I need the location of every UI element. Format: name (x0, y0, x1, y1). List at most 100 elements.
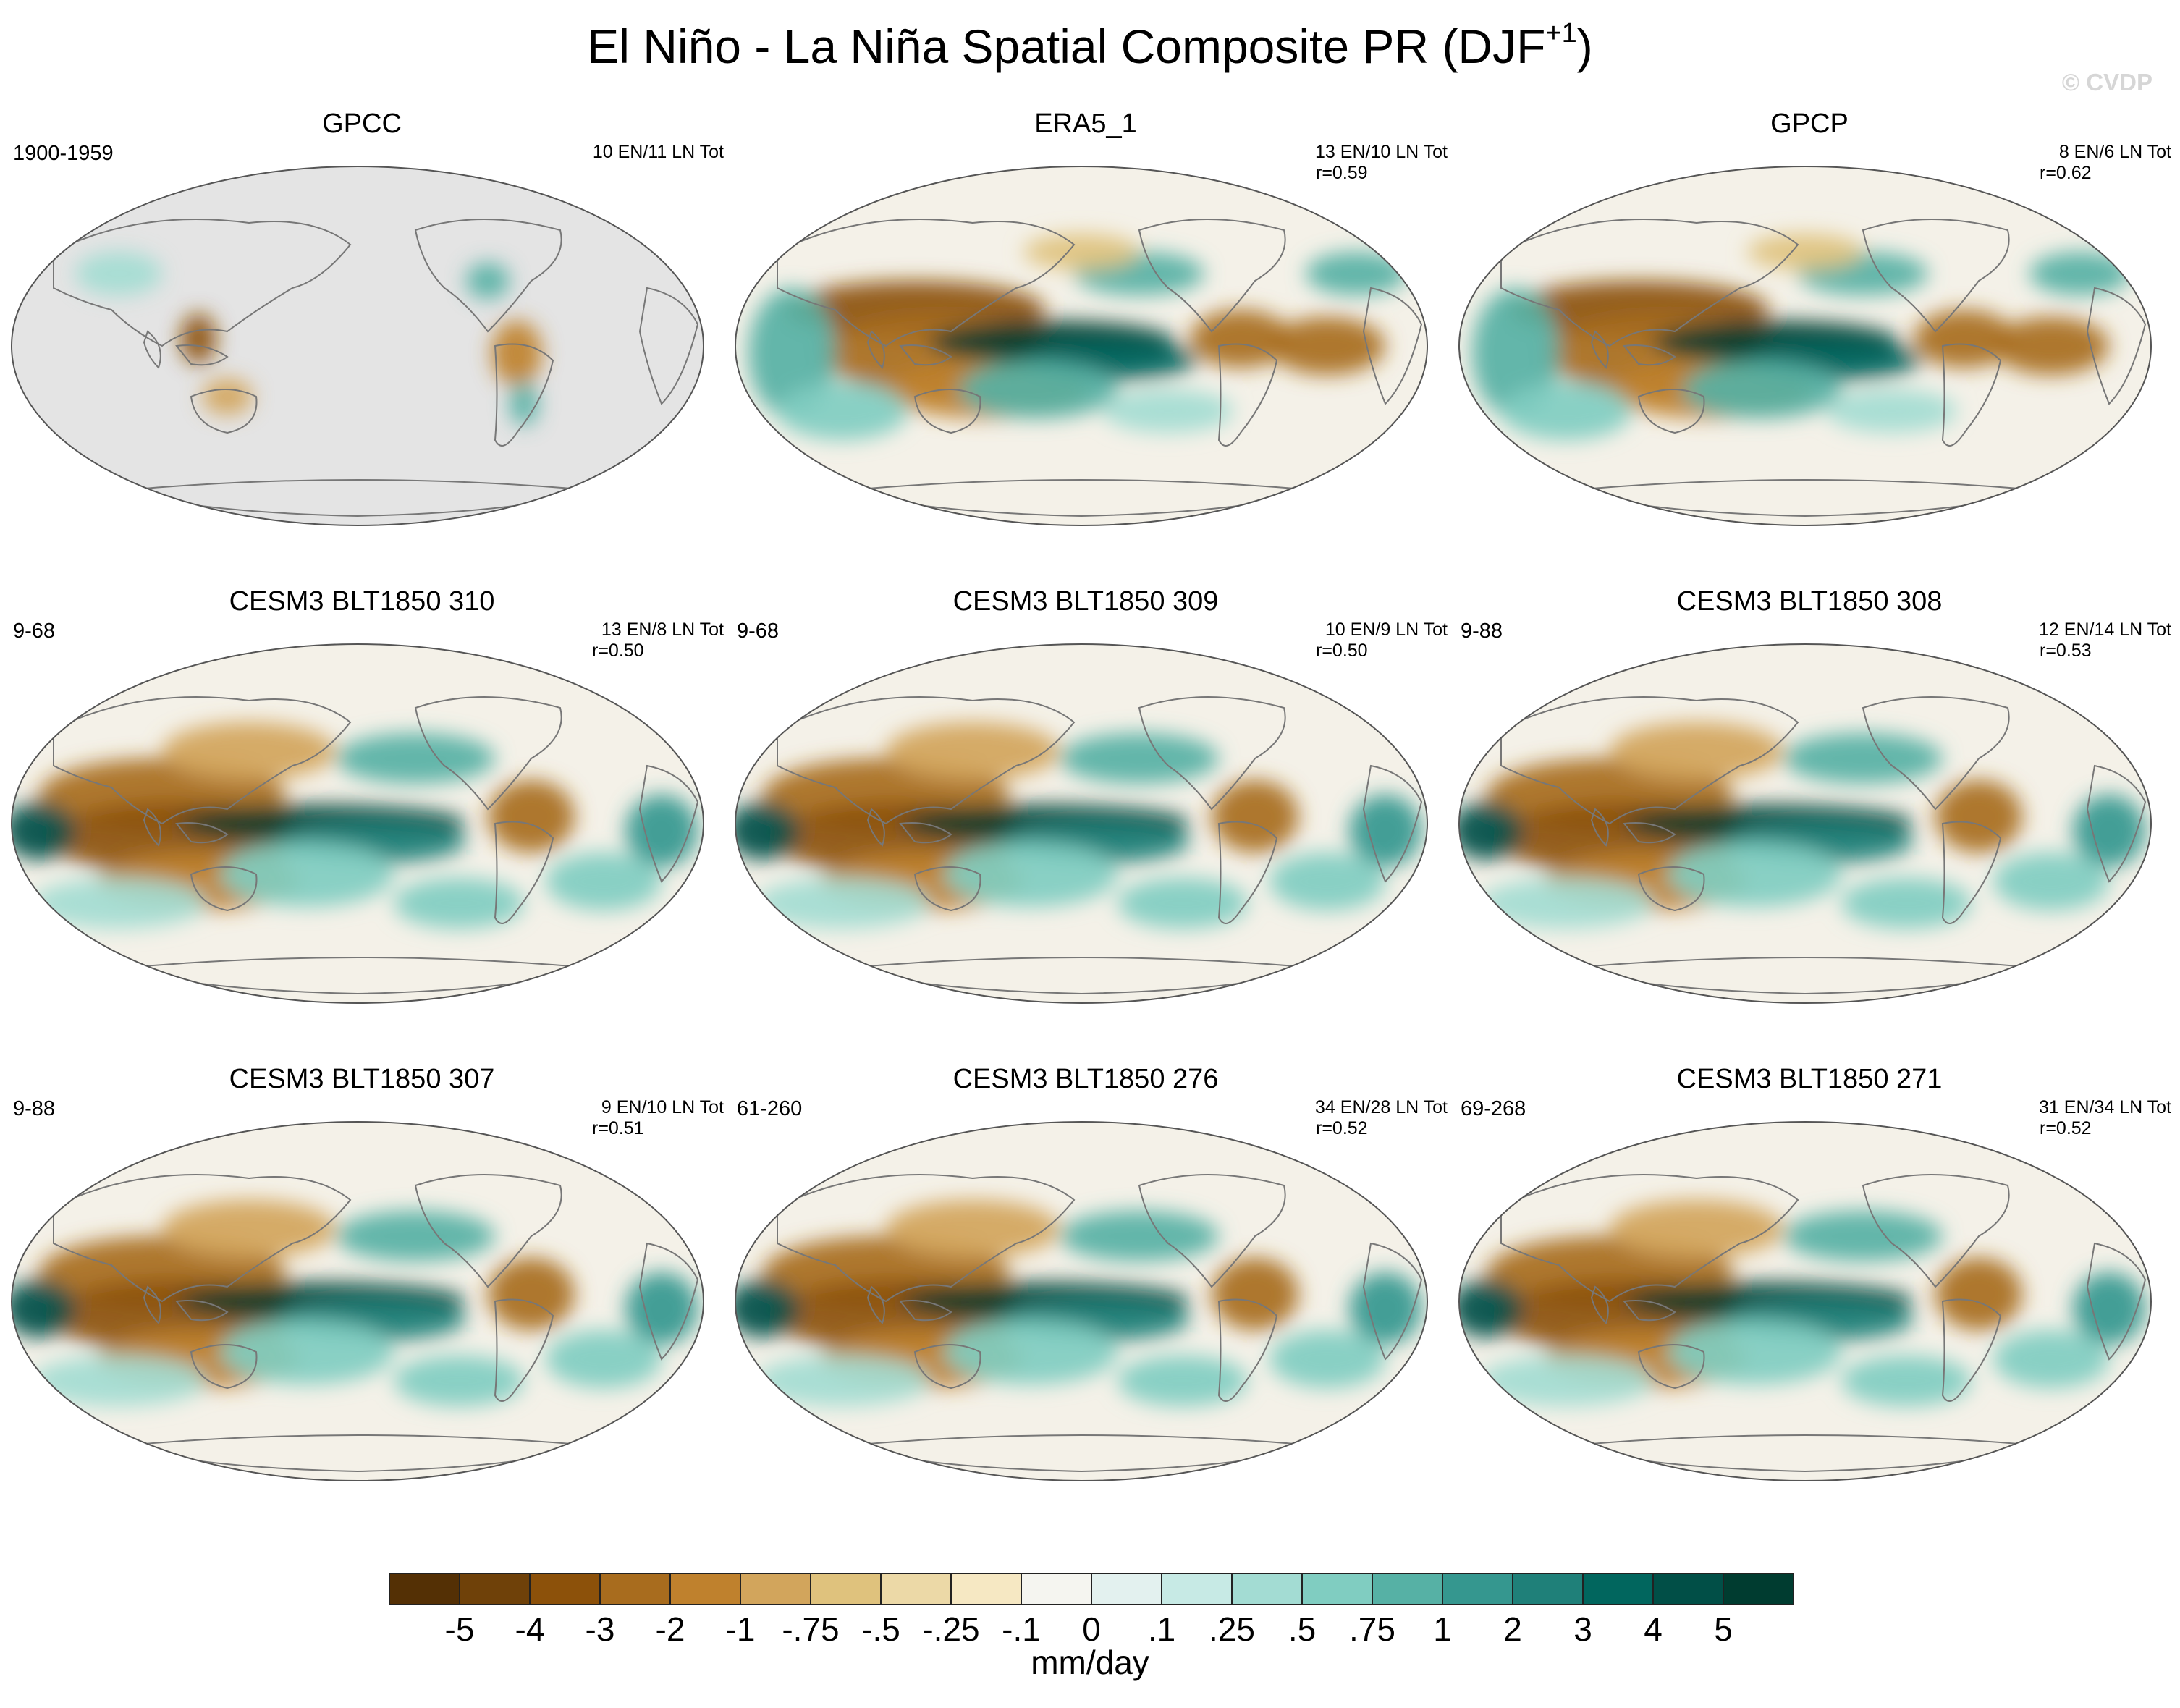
panel-correlation: r=0.50 (592, 640, 644, 661)
coastline (866, 1285, 885, 1324)
anomaly-region (220, 1319, 394, 1384)
anomaly-region (162, 722, 336, 780)
map-frame (735, 643, 1428, 1004)
map-frame (11, 643, 704, 1004)
map-ellipse (11, 643, 704, 1004)
colorbar-swatch (951, 1573, 1021, 1605)
anomaly-region (220, 842, 394, 907)
map-panel: CESM3 BLT1850 308 9-88 12 EN/14 LN Tot r=0.… (1448, 586, 2171, 1064)
colorbar-tick-label: .25 (1209, 1610, 1255, 1648)
coastline (1500, 696, 1799, 825)
panel-event-count: 8 EN/6 LN Tot r=0.62 (2005, 142, 2171, 184)
coastline (638, 764, 699, 883)
colorbar-tick-label: 2 (1503, 1610, 1522, 1648)
panel-event-count: 9 EN/10 LN Tot r=0.51 (557, 1097, 724, 1139)
colorbar-swatch (460, 1573, 530, 1605)
anomaly-region (394, 1356, 524, 1406)
panel-title: CESM3 BLT1850 308 (1676, 586, 1943, 617)
colorbar-units: mm/day (1031, 1644, 1149, 1681)
map-panel: CESM3 BLT1850 271 69-268 31 EN/34 LN Tot r=… (1448, 1064, 2171, 1542)
coastline (53, 696, 352, 825)
anomaly-region (756, 878, 929, 929)
anomaly-region (1827, 389, 1957, 433)
colorbar-tick-label: -2 (655, 1610, 685, 1648)
panel-correlation: r=0.50 (1316, 640, 1368, 661)
coastline (913, 866, 981, 912)
anomaly-region (1060, 733, 1219, 784)
coastline (1623, 344, 1676, 366)
panel-correlation: r=0.62 (2040, 163, 2092, 183)
panel-event-count: 13 EN/10 LN Tot r=0.59 (1281, 142, 1448, 184)
anomaly-region (546, 1330, 662, 1388)
colorbar-swatch (1091, 1573, 1162, 1605)
coastline (777, 1174, 1076, 1303)
coastline (1138, 1174, 1286, 1288)
colorbar-swatch (1513, 1573, 1583, 1605)
panel-correlation: r=0.52 (2040, 1118, 2092, 1138)
colorbar-swatch (1442, 1573, 1513, 1605)
map-ellipse (1458, 643, 2152, 1004)
anomaly-region (162, 1200, 336, 1258)
panel-title: CESM3 BLT1850 307 (229, 1064, 495, 1094)
anomaly-region (12, 1280, 75, 1337)
colorbar-tick-label: .5 (1288, 1610, 1317, 1648)
coastline (1941, 343, 2002, 447)
anomaly-region (944, 1319, 1118, 1384)
anomaly-region (1783, 733, 1943, 784)
panel-period: 1900-1959 (13, 142, 114, 165)
coastline (1217, 343, 1278, 447)
anomaly-region (1935, 780, 2022, 853)
anomaly-region (958, 360, 1118, 418)
anomaly-region (510, 382, 538, 426)
colorbar-swatch (670, 1573, 740, 1605)
colorbar-swatch (1653, 1573, 1723, 1605)
coastline (1623, 1300, 1676, 1322)
anomaly-region (488, 1258, 575, 1330)
anomaly-region (886, 722, 1060, 780)
anomaly-region (1993, 1330, 2109, 1388)
anomaly-region (394, 878, 524, 929)
map-panel: CESM3 BLT1850 309 9-68 10 EN/9 LN Tot r=0.5… (724, 586, 1448, 1064)
coastline (190, 866, 258, 912)
anomaly-region (202, 379, 253, 415)
coastline (53, 219, 352, 347)
colorbar-swatch (881, 1573, 951, 1605)
panel-event-count: 31 EN/34 LN Tot r=0.52 (2005, 1097, 2171, 1139)
colorbar-tick-label: 4 (1644, 1610, 1663, 1648)
colorbar-swatch (811, 1573, 881, 1605)
colorbar-swatch (389, 1573, 460, 1605)
panel-title: CESM3 BLT1850 271 (1676, 1064, 1943, 1094)
colorbar-swatch (1232, 1573, 1302, 1605)
coastline (777, 219, 1076, 347)
coastline (414, 696, 562, 811)
anomaly-region (625, 1272, 698, 1345)
anomaly-region (1479, 878, 1653, 929)
colorbar-tick-label: -4 (515, 1610, 545, 1648)
colorbar-tick-label: -.25 (922, 1610, 980, 1648)
map-ellipse (11, 1121, 704, 1481)
coastline (1590, 808, 1609, 847)
anomaly-region (1783, 1211, 1943, 1261)
anomaly-region (735, 802, 799, 860)
panel-event-count: 12 EN/14 LN Tot r=0.53 (2005, 620, 2171, 661)
anomaly-region (488, 780, 575, 853)
coastline (494, 821, 554, 924)
coastline (143, 1285, 161, 1324)
coastline (1862, 219, 2010, 333)
colorbar-swatch (740, 1573, 811, 1605)
coastline (638, 287, 699, 405)
anomaly-region (466, 263, 510, 299)
anomaly-region (2073, 795, 2145, 867)
anomaly-region (756, 1356, 929, 1406)
map-panel: CESM3 BLT1850 310 9-68 13 EN/8 LN Tot r=0.5… (0, 586, 724, 1064)
anomaly-region (1118, 1356, 1248, 1406)
anomaly-region (1269, 1330, 1385, 1388)
colorbar-tick-label: -1 (725, 1610, 756, 1648)
panel-title: GPCC (322, 109, 402, 139)
colorbar-tick-label: 1 (1433, 1610, 1452, 1648)
coastline (899, 344, 952, 366)
panel-title: CESM3 BLT1850 276 (952, 1064, 1219, 1094)
panel-correlation: r=0.53 (2040, 640, 2092, 661)
colorbar-tick-label: 5 (1714, 1610, 1733, 1648)
coastline (1217, 821, 1278, 924)
